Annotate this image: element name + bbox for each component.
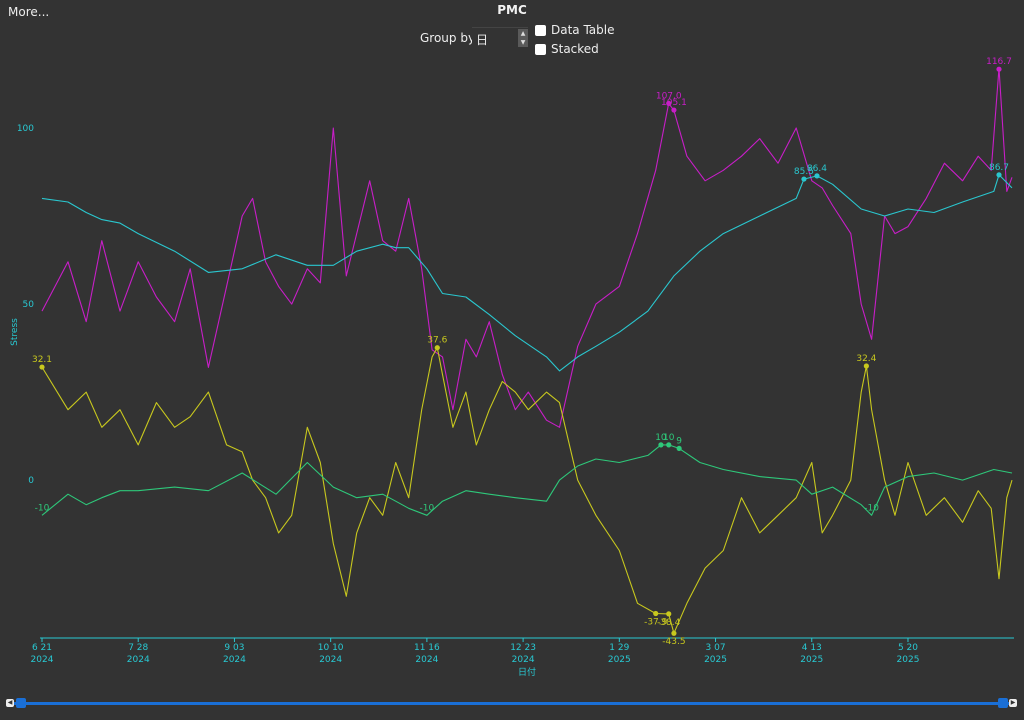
spin-arrows-icon[interactable]: ▲ ▼ xyxy=(518,29,528,47)
y-tick-label: 100 xyxy=(17,124,34,134)
data-table-label: Data Table xyxy=(551,23,615,37)
annotation-label: 86.4 xyxy=(807,164,827,174)
annotation-dot xyxy=(863,363,869,369)
y-ticks: 0 50 100 xyxy=(17,124,34,486)
annotation-label: 107.0 xyxy=(656,91,682,101)
annotation-label: 32.1 xyxy=(32,355,52,365)
annotation-label: 86.7 xyxy=(989,163,1009,173)
annotation-label: -37.9 xyxy=(644,618,668,628)
x-tick-label: 6 21 xyxy=(32,643,52,653)
more-button[interactable]: More... xyxy=(8,5,50,19)
annotation-dot xyxy=(996,172,1002,178)
x-ticks: 6 21 2024 7 28 2024 9 03 2024 10 10 2024 11 16 20… xyxy=(31,638,920,665)
x-tick-year: 2025 xyxy=(897,655,920,665)
range-right-arrow-icon[interactable]: ▶ xyxy=(1009,699,1017,707)
annotation-dot xyxy=(666,442,672,448)
range-end-handle[interactable] xyxy=(998,698,1008,708)
annotation-dot xyxy=(676,445,682,452)
annotation-label: 105.1 xyxy=(661,98,687,108)
x-tick-year: 2025 xyxy=(608,655,631,665)
annotation-label: -38.4 xyxy=(657,618,681,628)
x-tick-year: 2024 xyxy=(512,655,535,665)
annotation-dot xyxy=(658,442,664,448)
checkbox-icon[interactable] xyxy=(535,44,546,55)
x-tick-label: 12 23 xyxy=(510,643,536,653)
x-tick-year: 2024 xyxy=(127,655,150,665)
x-tick-label: 3 07 xyxy=(706,643,726,653)
annotation-label: -10 xyxy=(864,503,879,513)
x-tick-year: 2025 xyxy=(704,655,727,665)
x-tick-label: 4 13 xyxy=(802,643,822,653)
chart-title: PMC xyxy=(497,3,527,17)
annotation-label: 10 xyxy=(655,433,667,443)
annotation-label: -43.5 xyxy=(662,637,685,647)
series-line-2 xyxy=(41,347,1013,634)
x-tick-year: 2024 xyxy=(31,655,54,665)
x-tick-label: 1 29 xyxy=(609,643,629,653)
range-slider-track[interactable] xyxy=(14,702,1010,705)
annotation-dot xyxy=(671,107,677,113)
checkbox-icon[interactable] xyxy=(535,25,546,36)
series-line-3 xyxy=(41,444,1013,516)
data-table-checkbox[interactable]: Data Table xyxy=(535,23,615,37)
annotation-dot xyxy=(653,610,659,617)
annotation-label: 10 xyxy=(663,433,675,443)
stacked-label: Stacked xyxy=(551,42,599,56)
annotation-label: -10 xyxy=(420,503,435,513)
series-line-0 xyxy=(41,67,1013,428)
annotation-dot xyxy=(666,611,672,617)
annotation-dot xyxy=(666,100,672,106)
x-tick-year: 2024 xyxy=(415,655,438,665)
annotation-label: 85.5 xyxy=(794,167,814,177)
annotation-label: 9 xyxy=(676,436,682,446)
x-tick-year: 2024 xyxy=(319,655,342,665)
annotation-label: 37.6 xyxy=(427,336,447,346)
series-line-1 xyxy=(41,174,1013,372)
annotation-dot xyxy=(801,176,807,182)
series-layer xyxy=(41,67,1013,634)
group-by-select[interactable]: 日 ▲ ▼ xyxy=(472,27,528,47)
x-tick-year: 2024 xyxy=(223,655,246,665)
stacked-checkbox[interactable]: Stacked xyxy=(535,42,599,56)
x-tick-label: 11 16 xyxy=(414,643,440,653)
y-axis-title: Stress xyxy=(10,318,20,346)
x-tick-label: 10 10 xyxy=(318,643,344,653)
y-tick-label: 50 xyxy=(23,300,35,310)
annotation-dot xyxy=(434,345,440,351)
chart-svg: 0 50 100 6 21 2024 7 28 2024 9 03 2024 10 10 2024… xyxy=(10,57,1014,678)
group-by-value: 日 xyxy=(476,33,489,47)
x-tick-label: 9 03 xyxy=(224,643,244,653)
group-by-label: Group by xyxy=(420,31,476,45)
annotation-label: 32.4 xyxy=(856,354,876,364)
x-tick-year: 2025 xyxy=(800,655,823,665)
range-start-handle[interactable] xyxy=(16,698,26,708)
annotation-dot xyxy=(39,364,45,370)
annotation-dot xyxy=(996,66,1002,72)
x-axis-title: 日付 xyxy=(518,667,536,678)
x-tick-label: 5 20 xyxy=(898,643,918,653)
annotation-label: -10 xyxy=(35,503,50,513)
range-left-arrow-icon[interactable]: ◀ xyxy=(6,699,14,707)
annotation-dot xyxy=(671,630,677,636)
annotation-label: 116.7 xyxy=(986,57,1012,67)
x-tick-label: 7 28 xyxy=(128,643,148,653)
annotation-dot xyxy=(814,173,820,179)
y-tick-label: 0 xyxy=(28,476,34,486)
